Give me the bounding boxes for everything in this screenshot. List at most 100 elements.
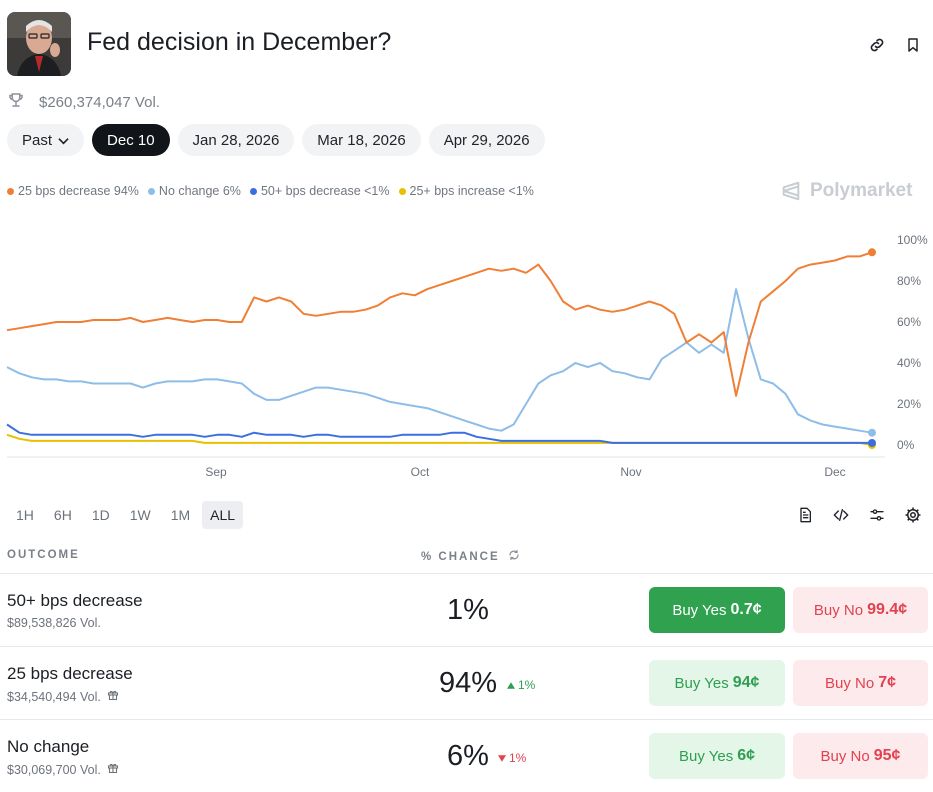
tab-past-label: Past <box>22 131 53 149</box>
range-all[interactable]: ALL <box>202 501 244 529</box>
y-tick-label: 60% <box>897 315 921 329</box>
legend-item: No change 6% <box>147 184 241 198</box>
y-tick-label: 40% <box>897 356 921 370</box>
legend-item: 50+ bps decrease <1% <box>249 184 390 198</box>
outcome-volume-text: $34,540,494 Vol. <box>7 689 101 704</box>
buy-yes-button[interactable]: Buy Yes 6¢ <box>649 733 785 779</box>
y-tick-label: 20% <box>897 397 921 411</box>
legend-label: No change 6% <box>158 184 241 198</box>
tab-mar-18-2026[interactable]: Mar 18, 2026 <box>302 124 421 156</box>
tab-past[interactable]: Past <box>7 124 85 156</box>
chevron-down-icon <box>58 132 69 149</box>
range-1d[interactable]: 1D <box>91 507 110 523</box>
buy-no-button[interactable]: Buy No 95¢ <box>793 733 928 779</box>
buy-no-label: Buy No <box>825 674 875 692</box>
volume-row: $260,374,047 Vol. <box>7 92 160 112</box>
tab-apr-29-2026[interactable]: Apr 29, 2026 <box>428 124 545 156</box>
y-tick-label: 80% <box>897 274 921 288</box>
total-volume: $260,374,047 Vol. <box>39 93 160 111</box>
tab-dec-10[interactable]: Dec 10 <box>92 124 170 156</box>
buy-no-price: 7¢ <box>878 674 896 691</box>
refresh-icon[interactable] <box>508 549 520 564</box>
series-line-50-bps-decrease <box>6 423 872 444</box>
outcome-chance: 94% <box>438 667 498 699</box>
series-line-no-change <box>6 288 873 434</box>
outcome-name: 50+ bps decrease <box>7 591 143 610</box>
legend-item: 25+ bps increase <1% <box>398 184 534 198</box>
chart-legend: 25 bps decrease 94% No change 6% 50+ bps… <box>7 184 534 198</box>
legend-dot <box>398 187 406 195</box>
gift-icon <box>107 762 119 777</box>
series-end-point <box>868 438 876 447</box>
portrait-image <box>7 12 71 76</box>
buy-yes-label: Buy Yes <box>678 747 734 765</box>
heart-down-icon <box>498 751 506 765</box>
range-6h[interactable]: 6H <box>53 507 72 523</box>
buy-no-price: 99.4¢ <box>867 601 908 618</box>
buy-yes-price: 94¢ <box>732 674 760 691</box>
series-end-point <box>868 428 876 437</box>
date-tabs: Past Dec 10 Jan 28, 2026 Mar 18, 2026 Ap… <box>7 124 545 156</box>
polymarket-logo-icon <box>782 181 800 201</box>
chance-delta-value: 1% <box>518 678 536 692</box>
brand-name: Polymarket <box>810 180 913 201</box>
legend-item: 25 bps decrease 94% <box>7 184 139 198</box>
outcome-chance: 1% <box>447 594 489 626</box>
buy-yes-button[interactable]: Buy Yes 0.7¢ <box>649 587 785 633</box>
outcome-volume: $89,538,826 Vol. <box>7 616 101 630</box>
market-title: Fed decision in December? <box>87 28 392 56</box>
buy-yes-price: 6¢ <box>737 747 755 764</box>
trophy-icon <box>7 91 25 113</box>
legend-dot <box>249 187 257 195</box>
outcome-row[interactable]: 50+ bps decrease $89,538,826 Vol. 1% Buy… <box>0 573 933 646</box>
outcome-volume-text: $30,069,700 Vol. <box>7 762 101 777</box>
outcome-volume: $34,540,494 Vol. <box>7 689 119 704</box>
range-1h[interactable]: 1H <box>16 507 34 523</box>
x-tick-label: Nov <box>620 465 641 479</box>
buy-no-button[interactable]: Buy No 7¢ <box>793 660 928 706</box>
column-header-chance: % CHANCE <box>421 549 520 564</box>
chance-delta-up: 1% <box>507 678 535 692</box>
outcome-row[interactable]: No change $30,069,700 Vol. 6% 1% Buy Yes… <box>0 719 933 792</box>
time-range-tabs: 1H 6H 1D 1W 1M ALL <box>8 501 244 529</box>
x-tick-label: Dec <box>824 465 845 479</box>
buy-yes-price: 0.7¢ <box>730 601 762 618</box>
embed-code-icon[interactable] <box>830 504 852 526</box>
settings-gear-icon[interactable] <box>902 504 924 526</box>
legend-dot <box>7 187 14 195</box>
x-tick-label: Oct <box>411 465 430 479</box>
y-tick-label: 0% <box>897 438 915 452</box>
outcome-name: 25 bps decrease <box>7 664 133 683</box>
range-1m[interactable]: 1M <box>170 507 191 523</box>
series-end-point <box>868 248 876 257</box>
buy-yes-label: Buy Yes <box>674 674 729 692</box>
buy-yes-button[interactable]: Buy Yes 94¢ <box>649 660 785 706</box>
price-chart[interactable]: 100% 80% 60% 40% 20% 0% Sep Oct Nov Dec <box>0 210 933 490</box>
series-line-25-bps-decrease <box>6 251 873 397</box>
legend-label: 25 bps decrease 94% <box>18 184 139 198</box>
filter-sliders-icon[interactable] <box>866 504 888 526</box>
outcome-row[interactable]: 25 bps decrease $34,540,494 Vol. 94% 1% … <box>0 646 933 719</box>
link-icon[interactable] <box>866 34 888 56</box>
buy-no-label: Buy No <box>820 747 870 765</box>
chance-delta-down: 1% <box>498 751 526 765</box>
gift-icon <box>107 689 119 704</box>
tab-jan-28-2026[interactable]: Jan 28, 2026 <box>177 124 295 156</box>
outcome-volume-text: $89,538,826 Vol. <box>7 616 101 630</box>
y-tick-label: 100% <box>897 233 928 247</box>
range-1w[interactable]: 1W <box>129 507 151 523</box>
legend-dot <box>147 187 155 195</box>
buy-no-price: 95¢ <box>873 747 901 764</box>
polymarket-watermark: Polymarket <box>780 180 912 202</box>
outcome-name: No change <box>7 737 90 756</box>
column-header-chance-label: % CHANCE <box>421 550 500 563</box>
bookmark-icon[interactable] <box>902 34 924 56</box>
market-avatar <box>7 12 71 76</box>
outcome-chance: 6% <box>447 740 489 772</box>
outcome-volume: $30,069,700 Vol. <box>7 762 119 777</box>
document-icon[interactable] <box>794 504 816 526</box>
buy-no-button[interactable]: Buy No 99.4¢ <box>793 587 928 633</box>
x-tick-label: Sep <box>205 465 227 479</box>
triangle-up-icon <box>507 678 515 692</box>
column-header-outcome: OUTCOME <box>7 549 80 561</box>
